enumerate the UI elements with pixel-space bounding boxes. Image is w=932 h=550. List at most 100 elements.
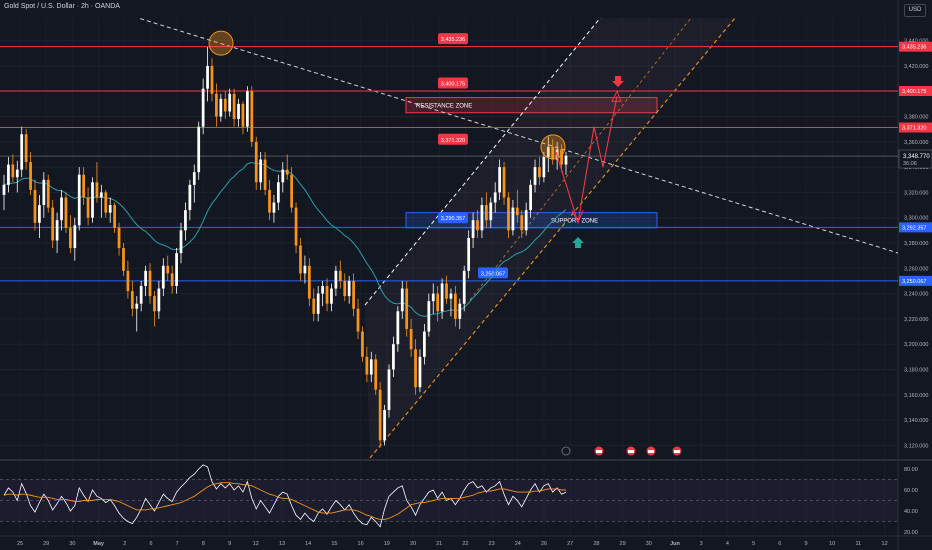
x-tick-label: 27 [567, 541, 573, 547]
us-flag-icon [646, 446, 656, 456]
rsi-ma-line [3, 482, 566, 520]
candle-body [383, 409, 386, 441]
price-level-tag-text: 3,250.067 [481, 271, 505, 277]
candle-body [347, 280, 351, 297]
x-tick-label: 25 [17, 541, 23, 547]
candle-body [538, 167, 541, 178]
candle-body [325, 286, 329, 304]
candle-body [161, 265, 165, 289]
candle-body [153, 296, 156, 312]
current-price-value: 3,348.770 [903, 154, 930, 160]
axis-level-tag-text: 3,435.236 [902, 45, 926, 51]
price-level-tag [438, 77, 468, 89]
x-tick-label: 30 [646, 541, 652, 547]
candle-body [104, 192, 108, 213]
x-tick-label: 9 [228, 541, 231, 547]
us-flag-icon-stripe [648, 450, 654, 453]
candle-body [476, 220, 479, 231]
candle-body [33, 189, 37, 223]
candle-body [237, 103, 240, 120]
channel-lower-line [369, 18, 736, 458]
candle-body [126, 270, 130, 292]
candle-body [82, 174, 86, 198]
axis-level-tag [899, 275, 932, 286]
price-level-tag [438, 33, 468, 45]
candle-body [157, 288, 161, 312]
x-tick-label: 6 [149, 541, 152, 547]
candle-body [462, 270, 466, 304]
candle-body [356, 308, 360, 332]
axis-level-tag-text: 3,250.067 [902, 279, 926, 285]
x-tick-label: 5 [752, 541, 755, 547]
candle-body [268, 189, 271, 213]
candle-body [440, 283, 444, 312]
rsi-line [3, 464, 567, 528]
y-tick-label: 3,160.000 [904, 393, 928, 399]
candle-body [343, 280, 347, 297]
candle-body [542, 157, 546, 178]
x-tick-label: 2 [123, 541, 126, 547]
us-flag-icon-stripe [628, 450, 634, 453]
candle-body [564, 155, 568, 165]
us-flag-icon-stripe [596, 450, 602, 453]
y-tick-label: 3,240.000 [904, 292, 928, 298]
y-tick-label: 3,380.000 [904, 115, 928, 121]
candle-body [511, 207, 515, 231]
candle-body [352, 280, 355, 309]
rsi-band [0, 479, 898, 522]
x-tick-label: 19 [384, 541, 390, 547]
candle-body [108, 205, 112, 213]
x-tick-label: 15 [331, 541, 337, 547]
candle-body [400, 288, 404, 312]
candle-body [361, 331, 364, 357]
candle-body [117, 227, 121, 249]
candle-body [122, 248, 125, 271]
price-level-tag [438, 212, 468, 224]
rsi-tick-label: 40.00 [904, 509, 918, 515]
x-tick-label: 21 [436, 541, 442, 547]
candle-body [529, 184, 532, 211]
candle-body [91, 182, 94, 218]
axis-level-tag [899, 122, 932, 133]
candle-body [423, 331, 426, 357]
x-tick-label: 12 [253, 541, 259, 547]
top-circle-highlight [208, 30, 234, 56]
candle-body [396, 311, 400, 345]
candle-body [188, 184, 192, 211]
x-tick-label: 14 [305, 541, 311, 547]
candle-body [427, 301, 431, 332]
down-arrow-icon [612, 76, 624, 88]
currency-button[interactable]: USD [904, 4, 926, 17]
candle-body [303, 265, 307, 274]
price-level-tag-text: 3,435.236 [441, 37, 465, 43]
zone-label: RESISTANCE ZONE [416, 104, 472, 110]
candle-body [77, 174, 81, 226]
candle-body [316, 293, 320, 314]
candle-body [493, 192, 497, 203]
x-tick-label: Jun [670, 541, 680, 547]
x-tick-label: 6 [778, 541, 781, 547]
candle-body [55, 220, 59, 241]
candle-body [374, 359, 378, 390]
axis-level-tag-text: 3,371.320 [902, 126, 926, 132]
x-tick-label: 8 [202, 541, 205, 547]
channel-fill [365, 18, 736, 458]
candle-body [294, 207, 298, 246]
axis-level-tag-text: 3,292.357 [902, 225, 926, 231]
candle-body [285, 169, 289, 175]
candle-body [418, 356, 422, 388]
us-flag-icon [672, 446, 682, 456]
x-tick-label: 29 [620, 541, 626, 547]
axis-level-tag [899, 222, 932, 233]
candle-body [453, 293, 457, 319]
candle-body [179, 230, 183, 254]
candle-body [130, 291, 134, 309]
candle-body [29, 162, 32, 190]
candle-body [7, 164, 10, 185]
candle-body [449, 293, 453, 299]
candle-body [489, 202, 493, 221]
candle-body [560, 149, 563, 165]
x-tick-label: 13 [279, 541, 285, 547]
x-tick-label: 24 [515, 541, 521, 547]
